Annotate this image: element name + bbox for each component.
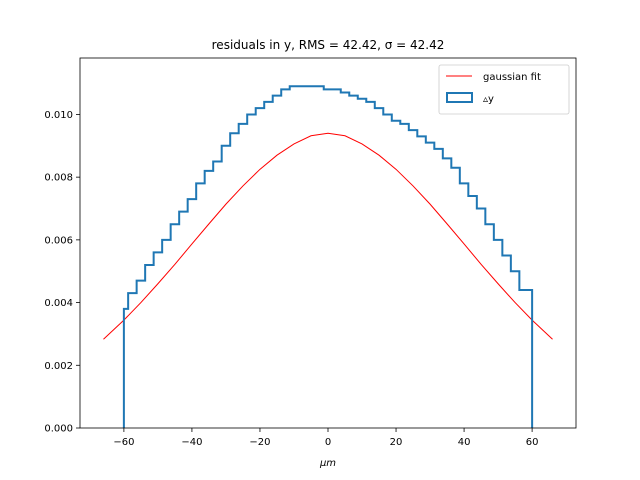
- x-tick-label: −40: [181, 437, 202, 448]
- y-tick-label: 0.010: [44, 110, 73, 121]
- y-tick-label: 0.008: [44, 173, 73, 184]
- y-tick-label: 0.004: [44, 298, 73, 309]
- x-axis: −60 −40 −20 0 20 40 60: [113, 428, 538, 448]
- legend-hist-swatch: [446, 92, 473, 103]
- legend-fit-label: gaussian fit: [483, 72, 541, 83]
- y-axis: 0.000 0.002 0.004 0.006 0.008 0.010: [44, 110, 80, 435]
- x-tick-label: 20: [390, 437, 403, 448]
- chart-title: residuals in y, RMS = 42.42, σ = 42.42: [212, 38, 445, 52]
- legend-hist-label: ▵y: [483, 94, 494, 105]
- x-axis-label: μm: [319, 458, 336, 469]
- legend: gaussian fit ▵y: [438, 64, 570, 115]
- x-tick-label: −60: [113, 437, 134, 448]
- y-tick-label: 0.006: [44, 235, 73, 246]
- x-tick-label: −20: [249, 437, 270, 448]
- x-tick-label: 40: [458, 437, 471, 448]
- histogram-steps: [122, 85, 534, 428]
- plot-area: [103, 85, 553, 428]
- y-tick-label: 0.000: [44, 424, 73, 435]
- y-tick-label: 0.002: [44, 361, 73, 372]
- gaussian-fit-line: [103, 132, 553, 340]
- x-tick-label: 60: [526, 437, 539, 448]
- x-tick-label: 0: [325, 437, 331, 448]
